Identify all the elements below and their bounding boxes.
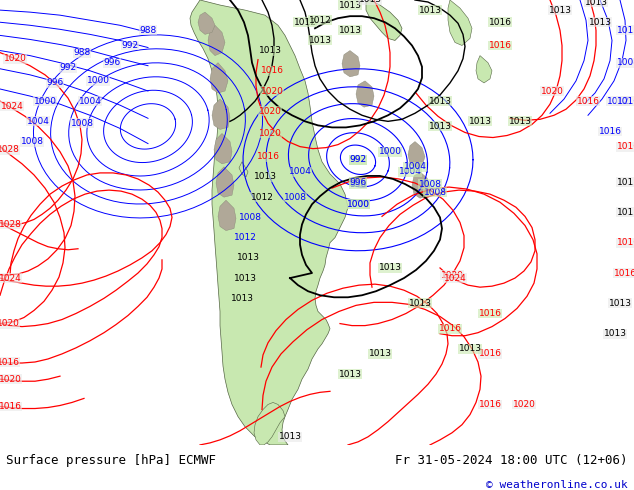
Text: 988: 988 bbox=[139, 26, 157, 35]
Text: 1020: 1020 bbox=[261, 87, 283, 96]
Text: 1000: 1000 bbox=[347, 200, 370, 209]
Text: 1004: 1004 bbox=[399, 168, 422, 176]
Text: Fr 31-05-2024 18:00 UTC (12+06): Fr 31-05-2024 18:00 UTC (12+06) bbox=[395, 454, 628, 467]
Text: 1020: 1020 bbox=[259, 107, 281, 116]
Text: 1016: 1016 bbox=[479, 309, 501, 318]
Text: 1024: 1024 bbox=[0, 273, 22, 283]
Text: 1013: 1013 bbox=[254, 172, 276, 181]
Text: 1013: 1013 bbox=[339, 26, 361, 35]
Text: 1013: 1013 bbox=[368, 349, 392, 358]
Text: 1013: 1013 bbox=[616, 208, 634, 217]
Text: 1012: 1012 bbox=[250, 193, 273, 202]
Text: 1016: 1016 bbox=[489, 41, 512, 50]
Text: 1004: 1004 bbox=[79, 97, 101, 106]
Text: 1020: 1020 bbox=[259, 129, 281, 138]
Text: 1020: 1020 bbox=[441, 270, 463, 279]
Text: 992: 992 bbox=[349, 155, 366, 164]
Text: 1013: 1013 bbox=[418, 5, 441, 15]
Text: 996: 996 bbox=[46, 78, 63, 87]
Text: 1013: 1013 bbox=[616, 177, 634, 187]
Text: 996: 996 bbox=[103, 58, 120, 67]
Text: 1016: 1016 bbox=[598, 127, 621, 136]
Text: 1016: 1016 bbox=[439, 324, 462, 333]
Text: 1013: 1013 bbox=[231, 294, 254, 303]
Text: 1012: 1012 bbox=[309, 16, 332, 24]
Text: 1024: 1024 bbox=[1, 101, 23, 111]
Text: 1016: 1016 bbox=[0, 358, 20, 367]
Text: 1013: 1013 bbox=[408, 299, 432, 308]
Text: 1000: 1000 bbox=[378, 147, 401, 156]
Text: 1028: 1028 bbox=[0, 145, 20, 154]
Text: 1013: 1013 bbox=[548, 5, 571, 15]
Text: 1020: 1020 bbox=[0, 375, 22, 384]
Text: 1013: 1013 bbox=[233, 273, 257, 283]
Text: 1012: 1012 bbox=[607, 97, 630, 106]
Text: 988: 988 bbox=[74, 48, 91, 57]
Text: 996: 996 bbox=[349, 179, 366, 189]
Text: 1020: 1020 bbox=[541, 87, 564, 96]
Text: 1008: 1008 bbox=[418, 179, 441, 189]
Text: 1013: 1013 bbox=[259, 46, 281, 55]
Text: 1020: 1020 bbox=[0, 319, 20, 328]
Text: 1004: 1004 bbox=[27, 117, 49, 126]
Text: 1013: 1013 bbox=[588, 18, 612, 27]
Text: 1016: 1016 bbox=[479, 349, 501, 358]
Text: 1008: 1008 bbox=[20, 137, 44, 146]
Text: 1016: 1016 bbox=[616, 142, 634, 151]
Text: 1012: 1012 bbox=[233, 233, 256, 242]
Text: 1013: 1013 bbox=[429, 97, 451, 106]
Text: 1016: 1016 bbox=[616, 238, 634, 247]
Text: 1008: 1008 bbox=[238, 213, 261, 222]
Text: 1000: 1000 bbox=[34, 97, 56, 106]
Text: 1016: 1016 bbox=[0, 402, 22, 411]
Text: 1016: 1016 bbox=[257, 152, 280, 161]
Text: 1020: 1020 bbox=[512, 400, 536, 409]
Text: 1008: 1008 bbox=[424, 188, 446, 196]
Text: Surface pressure [hPa] ECMWF: Surface pressure [hPa] ECMWF bbox=[6, 454, 216, 467]
Text: 1016: 1016 bbox=[489, 18, 512, 27]
Text: 1012: 1012 bbox=[294, 18, 316, 27]
Text: 992: 992 bbox=[349, 155, 366, 164]
Text: 1008: 1008 bbox=[70, 119, 93, 128]
Text: 1004: 1004 bbox=[288, 168, 311, 176]
Text: 992: 992 bbox=[122, 41, 139, 50]
Text: 1013: 1013 bbox=[339, 0, 361, 10]
Text: 1000: 1000 bbox=[86, 76, 110, 85]
Text: 1013: 1013 bbox=[616, 26, 634, 35]
Text: 1024: 1024 bbox=[444, 273, 467, 283]
Text: 1008: 1008 bbox=[283, 193, 306, 202]
Text: 1013: 1013 bbox=[309, 36, 332, 45]
Text: 1028: 1028 bbox=[0, 220, 22, 229]
Text: 1013: 1013 bbox=[458, 344, 481, 353]
Text: 1013: 1013 bbox=[278, 432, 302, 441]
Text: 1013: 1013 bbox=[508, 117, 531, 126]
Text: 1016: 1016 bbox=[576, 97, 600, 106]
Text: 1013: 1013 bbox=[609, 299, 631, 308]
Text: 1013: 1013 bbox=[339, 369, 361, 379]
Text: 1016: 1016 bbox=[261, 66, 283, 75]
Text: 1013: 1013 bbox=[358, 0, 382, 4]
Text: 1013: 1013 bbox=[585, 0, 607, 6]
Text: 1013: 1013 bbox=[236, 253, 259, 262]
Text: 1004: 1004 bbox=[404, 162, 427, 171]
Text: 1008: 1008 bbox=[616, 58, 634, 67]
Text: 1013: 1013 bbox=[378, 264, 401, 272]
Text: 1013: 1013 bbox=[604, 329, 626, 338]
Text: 992: 992 bbox=[60, 63, 77, 72]
Text: 1000: 1000 bbox=[347, 200, 370, 209]
Text: 1016: 1016 bbox=[614, 269, 634, 277]
Text: 1016: 1016 bbox=[479, 400, 501, 409]
Text: 1013: 1013 bbox=[429, 122, 451, 131]
Text: 1013: 1013 bbox=[469, 117, 491, 126]
Text: 1016: 1016 bbox=[616, 97, 634, 106]
Text: 1020: 1020 bbox=[4, 54, 27, 63]
Text: © weatheronline.co.uk: © weatheronline.co.uk bbox=[486, 481, 628, 490]
Text: 996: 996 bbox=[349, 177, 366, 187]
